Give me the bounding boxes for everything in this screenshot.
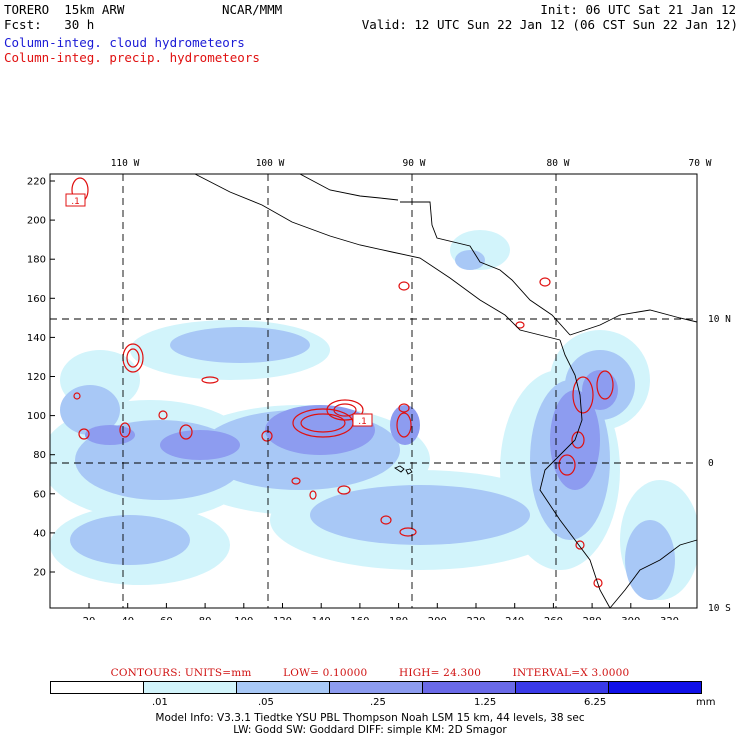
svg-text:.1: .1 (71, 197, 80, 207)
box-label-2: .1 (352, 413, 373, 427)
x-tick-label: 100 (234, 616, 253, 620)
y-tick-label: 100 (27, 411, 46, 422)
colorbar-label: 6.25 (584, 697, 607, 708)
y-tick-label: 180 (27, 255, 46, 266)
field-precip-label: Column-integ. precip. hydrometeors (4, 50, 260, 65)
lon-labels: 110 W 100 W 90 W 80 W 70 W (111, 158, 712, 169)
lat-label: 0 (708, 458, 714, 469)
y-tick-label: 160 (27, 294, 46, 305)
forecast-hour: Fcst: 30 h (4, 17, 95, 32)
colorbar-label: .05 (258, 697, 274, 708)
lat-label: 10 N (708, 314, 731, 325)
valid-time: Valid: 12 UTC Sun 22 Jan 12 (06 CST Sun … (361, 17, 738, 32)
x-tick-label: 60 (160, 616, 173, 620)
x-axis-ticks: 20 40 60 80 100 120 140 160 180 200 220 240 260 280 30… (83, 603, 679, 620)
colorbar-label: .01 (152, 697, 168, 708)
colorbar-swatch (609, 682, 701, 693)
y-tick-label: 20 (33, 568, 46, 579)
x-tick-label: 40 (121, 616, 134, 620)
colorbar-swatch (423, 682, 516, 693)
box-label-1: .1 (65, 193, 86, 207)
y-tick-label: 140 (27, 333, 46, 344)
lat-label: 10 S (708, 603, 731, 614)
x-tick-label: 240 (505, 616, 524, 620)
lon-label: 70 W (689, 158, 712, 169)
lat-labels: 10 N 0 10 S (708, 314, 731, 614)
cloud-dense-layer (85, 370, 618, 490)
field-cloud-label: Column-integ. cloud hydrometeors (4, 35, 245, 50)
lon-label: 110 W (111, 158, 140, 169)
svg-text:.1: .1 (358, 417, 367, 427)
contour-low: LOW= 0.10000 (283, 667, 368, 679)
colorbar-label: 1.25 (474, 697, 497, 708)
x-tick-label: 180 (389, 616, 408, 620)
graticule (50, 174, 697, 608)
x-tick-label: 300 (621, 616, 640, 620)
colorbar-unit: mm (696, 697, 716, 708)
org-label: NCAR/MMM (222, 2, 283, 17)
init-time: Init: 06 UTC Sat 21 Jan 12 (540, 2, 736, 17)
model-info-line2: LW: Godd SW: Goddard DIFF: simple KM: 2D… (233, 724, 507, 736)
colorbar-swatch (330, 682, 423, 693)
colorbar-swatch (144, 682, 237, 693)
y-tick-label: 200 (27, 216, 46, 227)
contour-info: CONTOURS: UNITS=mm LOW= 0.10000 HIGH= 24… (0, 667, 740, 679)
contour-high: HIGH= 24.300 (399, 667, 482, 679)
y-tick-label: 120 (27, 372, 46, 383)
colorbar-swatch (516, 682, 609, 693)
x-tick-label: 220 (466, 616, 485, 620)
x-tick-label: 280 (583, 616, 602, 620)
map-plot: .1 .1 110 W 100 W 90 W 80 W 70 W 10 N 0 … (27, 158, 731, 620)
contour-units: CONTOURS: UNITS=mm (110, 667, 252, 679)
model-info-line1: Model Info: V3.3.1 Tiedtke YSU PBL Thomp… (155, 712, 585, 724)
colorbar-swatch (237, 682, 330, 693)
lon-label: 100 W (256, 158, 285, 169)
lon-label: 90 W (403, 158, 426, 169)
plot-frame (49, 173, 698, 609)
colorbar-label: .25 (370, 697, 386, 708)
x-tick-label: 320 (660, 616, 679, 620)
coastlines (194, 173, 698, 609)
y-tick-label: 220 (27, 177, 46, 188)
y-tick-label: 40 (33, 528, 46, 539)
x-tick-label: 80 (199, 616, 212, 620)
colorbar-swatch (51, 682, 144, 693)
y-tick-label: 80 (33, 450, 46, 461)
x-tick-label: 120 (273, 616, 292, 620)
y-axis-ticks: 220 200 180 160 140 120 100 80 60 40 20 (27, 177, 55, 579)
lon-label: 80 W (547, 158, 570, 169)
contour-interval: INTERVAL=X 3.0000 (512, 667, 630, 679)
x-tick-label: 160 (350, 616, 369, 620)
x-tick-label: 20 (83, 616, 96, 620)
x-tick-label: 140 (312, 616, 331, 620)
model-title: TORERO 15km ARW (4, 2, 125, 17)
x-tick-label: 200 (428, 616, 447, 620)
y-tick-label: 60 (33, 489, 46, 500)
colorbar (50, 681, 702, 694)
x-tick-label: 260 (544, 616, 563, 620)
